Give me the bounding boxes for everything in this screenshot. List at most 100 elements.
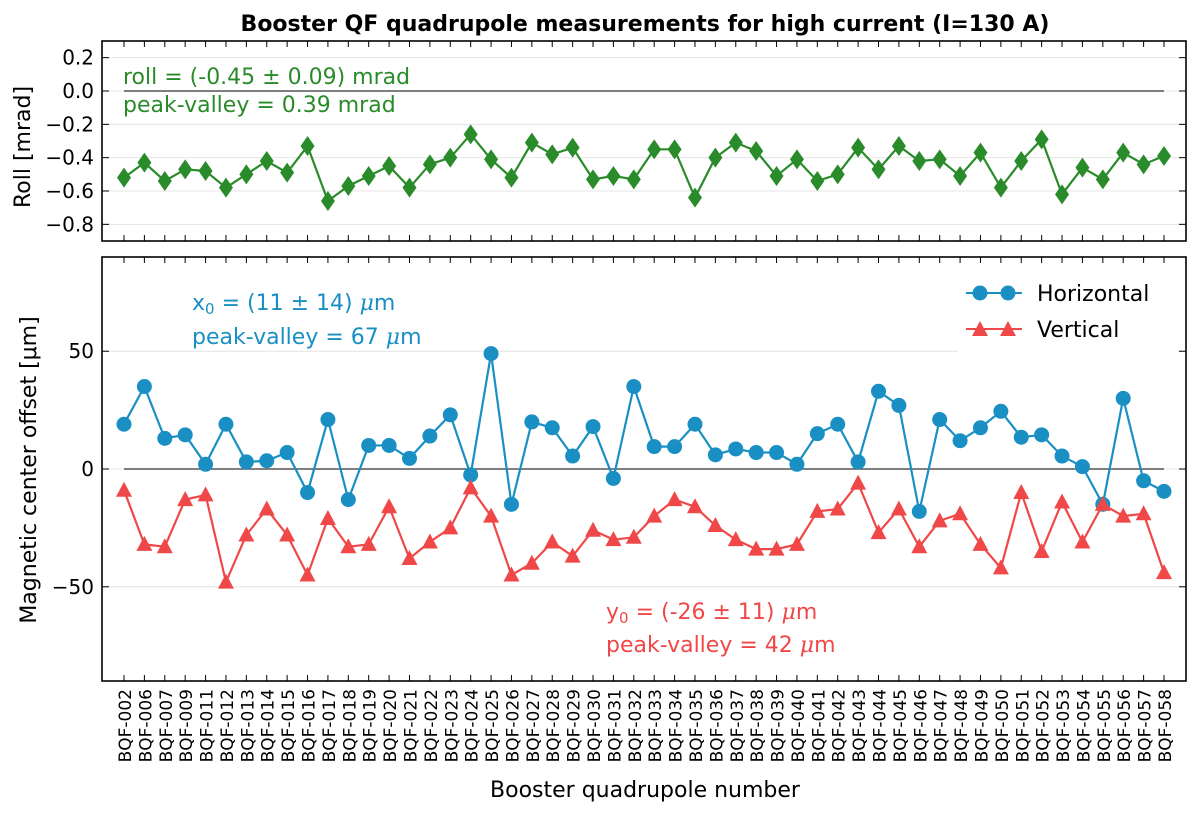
vertical-marker	[197, 486, 214, 502]
vertical-marker	[421, 533, 438, 549]
horizontal-peak-valley-unit-symbol: μ	[386, 325, 400, 350]
x-tick-label: BQF-046	[911, 689, 931, 762]
vertical-marker	[136, 535, 153, 551]
roll-marker	[443, 147, 458, 168]
vertical-annotation-unit: m	[796, 600, 817, 625]
legend-vertical-marker	[972, 321, 988, 336]
vertical-annotation-subscript: 0	[619, 609, 629, 627]
roll-marker	[1055, 184, 1070, 205]
x-tick-label: BQF-026	[503, 689, 523, 762]
roll-y-tick-label: −0.2	[45, 112, 94, 136]
roll-y-tick-label: −0.8	[45, 212, 94, 236]
roll-marker	[524, 132, 539, 153]
vertical-marker	[1033, 542, 1050, 558]
horizontal-marker	[972, 420, 988, 436]
vertical-marker	[503, 566, 520, 582]
roll-marker	[1075, 157, 1090, 178]
x-tick-label: BQF-024	[463, 689, 483, 762]
vertical-peak-valley-annotation: peak-valley = 42 μm	[606, 633, 836, 658]
horizontal-marker	[1034, 427, 1050, 443]
roll-marker	[463, 124, 478, 145]
vertical-marker	[931, 512, 948, 528]
horizontal-peak-valley-text: peak-valley = 67	[192, 325, 386, 350]
horizontal-marker	[1136, 473, 1152, 489]
vertical-marker	[992, 559, 1009, 575]
vertical-marker	[319, 509, 336, 525]
vertical-marker	[1074, 533, 1091, 549]
vertical-marker	[748, 540, 765, 556]
x-tick-label: BQF-037	[728, 689, 748, 762]
horizontal-marker	[177, 427, 193, 443]
vertical-marker	[1135, 505, 1152, 521]
horizontal-marker	[463, 467, 479, 483]
vertical-marker	[768, 540, 785, 556]
horizontal-marker	[1054, 448, 1070, 464]
roll-marker	[667, 139, 682, 160]
x-tick-label: BQF-057	[1136, 689, 1156, 762]
x-tick-label: BQF-038	[748, 689, 768, 762]
x-tick-label: BQF-021	[401, 689, 421, 762]
vertical-marker	[238, 526, 255, 542]
roll-marker	[769, 166, 784, 186]
roll-marker	[626, 169, 641, 190]
horizontal-annotation-unit-symbol: μ	[360, 291, 374, 316]
vertical-marker	[279, 526, 296, 542]
x-tick-label: BQF-016	[300, 689, 320, 762]
offset-y-tick-label: 50	[69, 339, 94, 363]
x-tick-label: BQF-031	[605, 689, 625, 762]
roll-marker	[280, 162, 295, 183]
vertical-marker	[544, 533, 561, 549]
roll-marker	[117, 167, 131, 188]
vertical-marker	[483, 507, 500, 523]
horizontal-marker	[1156, 483, 1172, 499]
horizontal-peak-valley-annotation: peak-valley = 67 μm	[192, 325, 422, 350]
horizontal-marker	[503, 496, 519, 512]
horizontal-marker	[218, 416, 234, 432]
roll-marker	[1157, 146, 1171, 166]
vertical-marker	[116, 481, 132, 497]
vertical-annotation-rest: = (-26 ± 11)	[629, 600, 782, 625]
x-tick-label: BQF-039	[769, 689, 789, 762]
vertical-marker	[707, 517, 724, 533]
horizontal-marker	[442, 407, 458, 423]
vertical-marker	[625, 528, 642, 544]
x-tick-label: BQF-052	[1034, 689, 1054, 762]
horizontal-marker	[238, 454, 254, 470]
roll-y-tick-label: 0.2	[62, 46, 94, 70]
offset-y-tick-label: 0	[81, 457, 94, 481]
roll-marker	[484, 149, 499, 170]
vertical-marker	[585, 521, 602, 537]
vertical-marker	[646, 507, 663, 523]
vertical-marker	[911, 538, 928, 554]
x-tick-label: BQF-055	[1095, 689, 1115, 762]
roll-marker	[647, 139, 662, 160]
vertical-marker	[360, 535, 377, 551]
horizontal-marker	[1013, 429, 1029, 445]
x-tick-label: BQF-054	[1074, 689, 1094, 762]
horizontal-marker	[300, 485, 316, 501]
vertical-marker	[340, 538, 357, 554]
vertical-series-line	[122, 480, 1166, 586]
roll-panel: 0.2 0.0 −0.2 −0.4 −0.6 −0.8	[45, 40, 1187, 242]
legend: Horizontal Vertical	[958, 272, 1178, 362]
roll-marker	[728, 132, 743, 153]
roll-marker	[545, 144, 560, 165]
roll-y-axis-label: Roll [mrad]	[11, 86, 36, 208]
x-tick-label: BQF-027	[524, 689, 544, 762]
vertical-marker	[523, 554, 540, 570]
horizontal-marker	[544, 420, 560, 436]
vertical-marker	[217, 573, 234, 589]
roll-y-tick-label: 0.0	[62, 79, 94, 103]
vertical-marker	[809, 502, 826, 518]
x-tick-label: BQF-032	[626, 689, 646, 762]
x-tick-label: BQF-019	[361, 689, 381, 762]
legend-horizontal-label: Horizontal	[1037, 282, 1149, 307]
x-tick-label: BQF-029	[565, 689, 585, 762]
roll-marker	[504, 167, 519, 188]
horizontal-marker	[850, 454, 866, 470]
horizontal-marker	[932, 412, 948, 428]
roll-marker	[830, 164, 845, 185]
roll-marker	[953, 166, 968, 186]
x-tick-label: BQF-049	[972, 689, 992, 762]
